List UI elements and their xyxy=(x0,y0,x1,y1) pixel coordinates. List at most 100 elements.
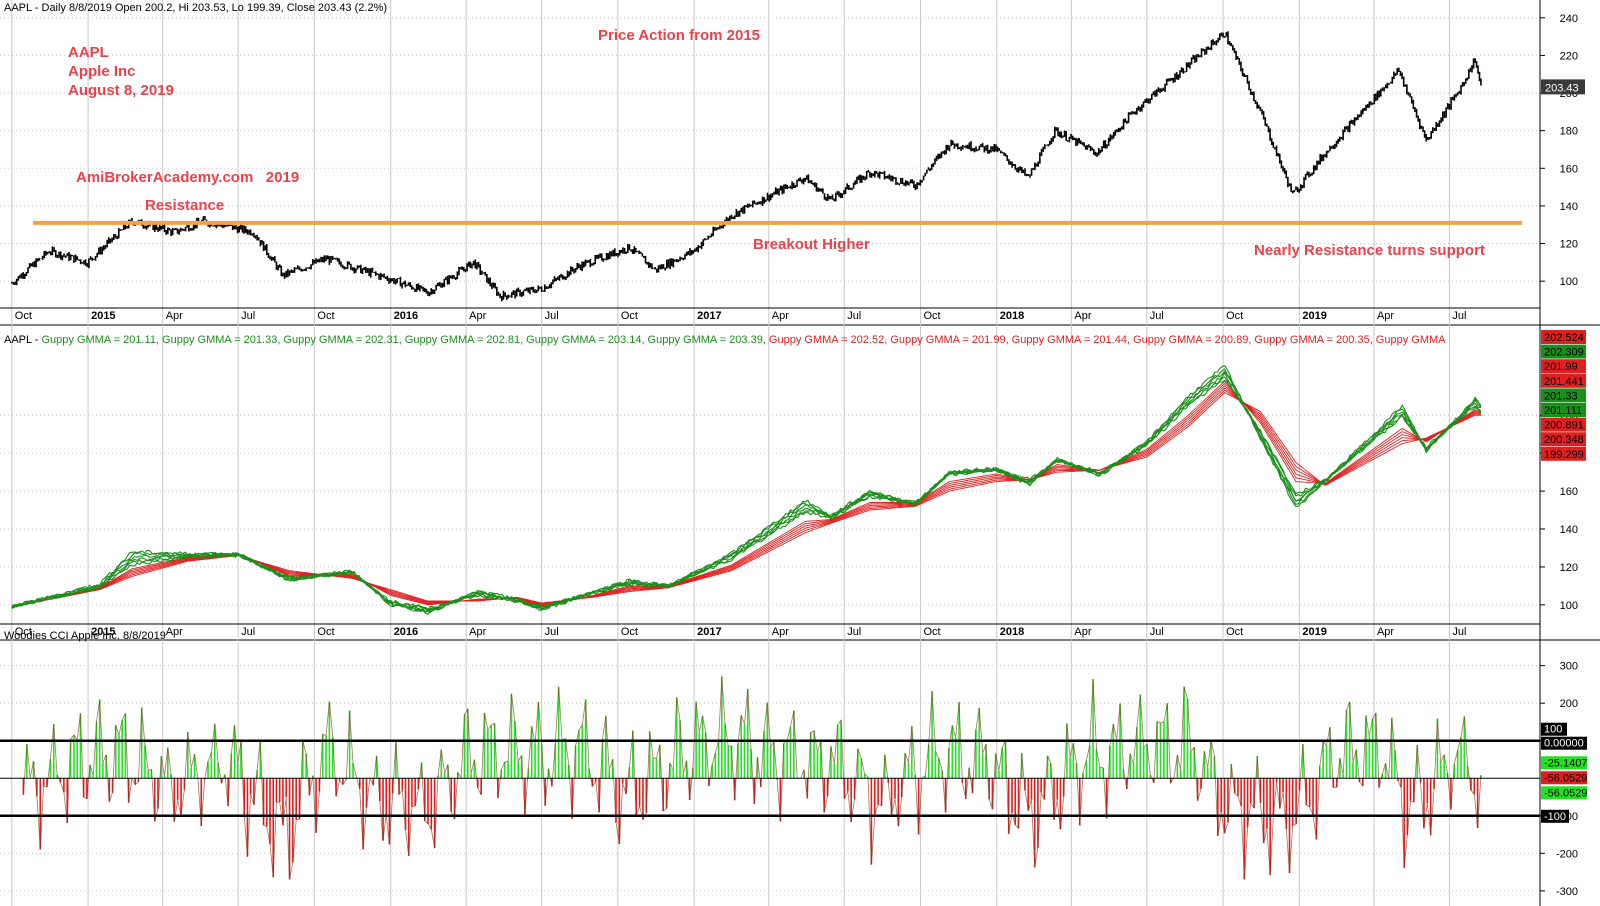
gmma-value-tag xyxy=(1541,388,1586,403)
y-tick-label: 160 xyxy=(1560,486,1578,498)
x-tick-label: Apr xyxy=(166,310,183,322)
chart-title: Price Action from 2015 xyxy=(598,27,760,44)
x-tick-label: Apr xyxy=(469,626,486,638)
gmma-value-tag xyxy=(1541,359,1586,374)
x-tick-label: 2016 xyxy=(394,310,418,322)
annotation-site: AmiBrokerAcademy.com 2019 xyxy=(76,169,299,186)
gmma-value-tag xyxy=(1541,330,1586,344)
x-tick-label: Oct xyxy=(621,310,638,322)
x-tick-label: Apr xyxy=(1074,626,1091,638)
x-tick-label: Jul xyxy=(847,626,861,638)
cci-panel xyxy=(0,676,1540,880)
gmma-value-label: 201.111 xyxy=(1544,405,1582,417)
x-tick-label: Oct xyxy=(923,626,940,638)
gmma-header-item: Guppy GMMA = 203.14, xyxy=(523,334,644,346)
annotation-ticker: AAPL xyxy=(68,44,109,61)
y-tick-label: 100 xyxy=(1560,276,1578,288)
x-tick-label: Apr xyxy=(772,626,789,638)
gmma-header-item: Guppy GMMA = 203.39, xyxy=(645,334,766,346)
gmma-value-tag xyxy=(1541,403,1586,417)
cci-line xyxy=(23,676,1482,880)
gmma-header-item: Guppy GMMA = 202.31, xyxy=(280,334,401,346)
gmma-short-line xyxy=(11,379,1482,610)
x-tick-label: Jul xyxy=(1452,310,1466,322)
x-tick-label: 2017 xyxy=(697,626,721,638)
gmma-value-label: 200.891 xyxy=(1544,420,1584,432)
x-tick-label: Apr xyxy=(772,310,789,322)
x-tick-label: 2015 xyxy=(91,310,115,322)
x-tick-label: Oct xyxy=(15,626,32,638)
last-price-tag xyxy=(1541,79,1585,95)
gmma-value-label: 202.524 xyxy=(1544,332,1584,344)
annotation-resistance: Resistance xyxy=(145,197,224,214)
x-tick-label: Apr xyxy=(469,310,486,322)
last-price-label: 203.43 xyxy=(1545,82,1579,94)
cci-value-label: -56.0529 xyxy=(1544,772,1587,784)
y-tick-label: 200 xyxy=(1560,698,1578,710)
price-panel-header: AAPL - Daily 8/8/2019 Open 200.2, Hi 203… xyxy=(4,2,387,14)
x-tick-label: Oct xyxy=(317,626,334,638)
x-tick-label: 2017 xyxy=(697,310,721,322)
gmma-panel-header: AAPL - Guppy GMMA = 201.11, Guppy GMMA =… xyxy=(4,334,1446,346)
x-tick-label: 2019 xyxy=(1302,626,1326,638)
gmma-value-tag xyxy=(1541,344,1586,359)
x-tick-label: 2016 xyxy=(394,626,418,638)
x-tick-label: Jul xyxy=(241,310,255,322)
y-tick-label: 140 xyxy=(1560,524,1578,536)
x-tick-label: Oct xyxy=(621,626,638,638)
annotation-support: Nearly Resistance turns support xyxy=(1254,242,1485,259)
x-tick-label: Apr xyxy=(1377,626,1394,638)
cci-value-label: 0.00000 xyxy=(1544,738,1584,750)
gmma-header-item: Guppy GMMA = 201.33, xyxy=(159,334,280,346)
y-tick-label: 300 xyxy=(1560,661,1578,673)
y-tick-label: 140 xyxy=(1560,201,1578,213)
x-tick-label: Oct xyxy=(15,310,32,322)
cci-panel-header: Woodies CCI Apple Inc. 8/8/2019 xyxy=(4,630,166,642)
cci-value-label: 100 xyxy=(1544,724,1562,736)
gmma-value-label: 202.309 xyxy=(1544,347,1584,359)
gmma-header-item: Guppy GMMA = 201.99, xyxy=(887,334,1008,346)
y-tick-label: 100 xyxy=(1560,600,1578,612)
gmma-panel xyxy=(11,365,1482,615)
x-tick-label: Jul xyxy=(847,310,861,322)
y-tick-label: 120 xyxy=(1560,239,1578,251)
y-tick-label: -200 xyxy=(1556,848,1578,860)
x-tick-label: Jul xyxy=(545,626,559,638)
gmma-header-item: Guppy GMMA = 201.11, xyxy=(42,334,160,346)
cci-value-tag xyxy=(1541,809,1569,823)
x-tick-label: Jul xyxy=(1150,626,1164,638)
gmma-header-item: Guppy GMMA = 202.81, xyxy=(402,334,523,346)
gmma-value-label: 200.348 xyxy=(1544,434,1584,446)
gmma-value-label: 201.99 xyxy=(1544,361,1578,373)
x-tick-label: Apr xyxy=(166,626,183,638)
gmma-header-item: Guppy GMMA = 200.35, xyxy=(1251,334,1372,346)
x-tick-label: Jul xyxy=(1150,310,1164,322)
gmma-value-tag xyxy=(1541,446,1586,461)
annotation-company: Apple Inc xyxy=(68,63,136,80)
cci-value-label: -25.1407 xyxy=(1544,757,1587,769)
x-tick-label: Apr xyxy=(1377,310,1394,322)
x-tick-label: 2019 xyxy=(1302,310,1326,322)
cci-value-tag xyxy=(1541,736,1587,750)
x-tick-label: 2018 xyxy=(1000,310,1024,322)
cci-value-label: -100 xyxy=(1544,811,1566,823)
y-tick-label: 160 xyxy=(1560,163,1578,175)
gmma-header-item: Guppy GMMA = 201.44, xyxy=(1009,334,1130,346)
axis-layer: Oct Oct 2015 2015 Apr Apr Jul Jul Oct Oct 2016 2016… xyxy=(0,13,1587,898)
x-tick-label: Oct xyxy=(923,310,940,322)
gmma-value-tag xyxy=(1541,417,1586,432)
y-tick-label: 180 xyxy=(1560,126,1578,138)
y-tick-label: 220 xyxy=(1560,50,1578,62)
gmma-header-prefix: AAPL - xyxy=(4,334,42,346)
gmma-value-label: 201.441 xyxy=(1544,376,1584,388)
price-panel xyxy=(11,31,1482,302)
gmma-value-label: 201.33 xyxy=(1544,390,1578,402)
annotation-date: August 8, 2019 xyxy=(68,82,174,99)
cci-value-tag xyxy=(1541,722,1567,736)
x-tick-label: Jul xyxy=(1452,626,1466,638)
gmma-header-item: Guppy GMMA = 200.89, xyxy=(1130,334,1251,346)
y-tick-label: 120 xyxy=(1560,562,1578,574)
x-tick-label: Oct xyxy=(1226,626,1243,638)
y-tick-label: 240 xyxy=(1560,13,1578,25)
